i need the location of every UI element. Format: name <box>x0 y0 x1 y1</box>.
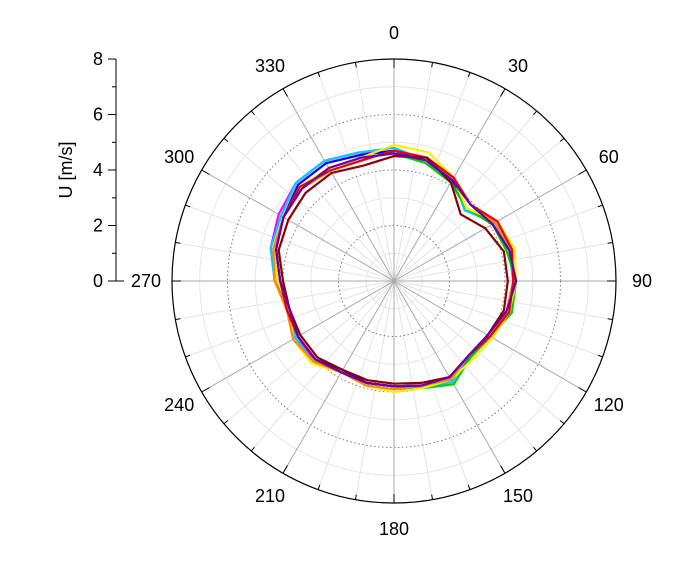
outer-tick-mark <box>500 465 506 474</box>
minor-spoke <box>175 242 395 282</box>
series-line-9 <box>275 152 518 388</box>
angular-tick-label: 150 <box>503 486 533 506</box>
outer-tick-mark <box>317 72 321 78</box>
major-spoke <box>201 169 395 282</box>
outer-tick-mark <box>500 88 506 97</box>
outer-tick-mark <box>533 446 538 452</box>
outer-tick-mark <box>282 465 288 474</box>
radial-tick-label: 4 <box>93 160 103 180</box>
angular-tick-label: 240 <box>164 395 194 415</box>
outer-tick-mark <box>250 110 255 116</box>
outer-tick-mark <box>185 204 191 208</box>
outer-tick-mark <box>431 494 433 500</box>
angular-tick-label: 90 <box>632 271 652 291</box>
polar-grid <box>171 58 617 504</box>
angular-tick-label: 270 <box>131 271 161 291</box>
outer-tick-mark <box>223 420 229 425</box>
outer-tick-mark <box>597 354 603 358</box>
outer-tick-mark <box>559 420 565 425</box>
minor-spoke <box>393 62 433 282</box>
radial-tick-label: 6 <box>93 105 103 125</box>
outer-tick-mark <box>185 354 191 358</box>
angular-tick-label: 210 <box>255 486 285 506</box>
angular-tick-label: 0 <box>389 23 399 43</box>
outer-tick-mark <box>578 387 587 393</box>
outer-tick-mark <box>597 204 603 208</box>
outer-tick-mark <box>559 137 565 142</box>
outer-tick-mark <box>282 88 288 97</box>
angular-tick-label: 120 <box>594 395 624 415</box>
outer-tick-mark <box>355 62 357 68</box>
minor-spoke <box>355 62 395 282</box>
series-line-8 <box>277 155 509 385</box>
minor-spoke <box>223 137 395 282</box>
series-group <box>269 143 518 394</box>
radial-axis-title: U [m/s] <box>56 142 76 199</box>
outer-tick-mark <box>223 137 229 142</box>
angular-tick-label: 330 <box>255 56 285 76</box>
major-spoke <box>282 280 395 474</box>
outer-tick-mark <box>467 72 471 78</box>
angular-tick-labels: 0 30 60 90 120 150 180 210 240 270 300 330 <box>131 23 652 539</box>
major-spoke <box>393 88 506 282</box>
radial-tick-label: 8 <box>93 49 103 69</box>
outer-tick-mark <box>431 62 433 68</box>
angular-tick-label: 30 <box>508 56 528 76</box>
major-spoke <box>393 169 587 282</box>
minor-spoke <box>317 72 395 282</box>
minor-spoke <box>185 204 395 282</box>
major-spoke <box>282 88 395 282</box>
radial-tick-label: 2 <box>93 216 103 236</box>
outer-tick-mark <box>317 484 321 490</box>
outer-tick-mark <box>467 484 471 490</box>
radial-axis: 0 2 4 6 8 <box>93 49 124 291</box>
minor-spoke <box>393 280 613 320</box>
outer-tick-mark <box>175 318 181 320</box>
angular-tick-label: 180 <box>379 519 409 539</box>
outer-tick-mark <box>355 494 357 500</box>
outer-tick-mark <box>201 387 210 393</box>
minor-spoke <box>355 280 395 500</box>
outer-tick-mark <box>250 446 255 452</box>
outer-tick-mark <box>533 110 538 116</box>
angular-tick-label: 60 <box>599 147 619 167</box>
outer-tick-mark <box>201 169 210 175</box>
outer-tick-mark <box>175 242 181 244</box>
outer-tick-mark <box>607 318 613 320</box>
angular-tick-label: 300 <box>164 147 194 167</box>
radial-tick-label: 0 <box>93 271 103 291</box>
outer-tick-mark <box>607 242 613 244</box>
outer-tick-mark <box>578 169 587 175</box>
